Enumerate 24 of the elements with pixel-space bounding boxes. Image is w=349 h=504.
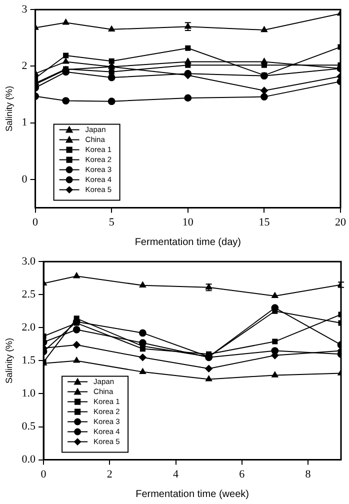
x-tick-label: 8 — [305, 468, 312, 480]
y-axis-title: Salinity (%) — [4, 86, 14, 132]
y-tick-label: 1 — [22, 116, 28, 129]
y-tick-label: 0 — [22, 173, 28, 186]
x-tick-label: 10 — [182, 216, 194, 228]
y-tick-label: 2.5 — [22, 288, 36, 301]
x-tick-label: 20 — [335, 216, 346, 228]
y-tick-label: 3.0 — [22, 255, 36, 268]
y-tick-label: 1.5 — [22, 354, 36, 367]
x-axis-title: Fermentation time (week) — [136, 488, 249, 500]
y-tick-label: 0.0 — [22, 454, 36, 466]
y-tick-label: 2 — [22, 60, 28, 72]
x-tick-label: 15 — [258, 216, 270, 228]
y-tick-label: 3 — [22, 3, 28, 16]
y-tick-label: 1.0 — [22, 388, 36, 400]
x-tick-label: 6 — [239, 468, 246, 480]
x-axis-title: Fermentation time (day) — [134, 236, 241, 248]
y-tick-label: 0.5 — [22, 420, 36, 433]
x-tick-label: 2 — [106, 468, 112, 480]
y-tick-label: 2.0 — [22, 322, 36, 334]
y-axis-title: Salinity (%) — [4, 338, 14, 384]
x-tick-label: 4 — [173, 468, 179, 480]
x-tick-label: 5 — [108, 216, 115, 228]
x-tick-label: 0 — [40, 468, 47, 480]
